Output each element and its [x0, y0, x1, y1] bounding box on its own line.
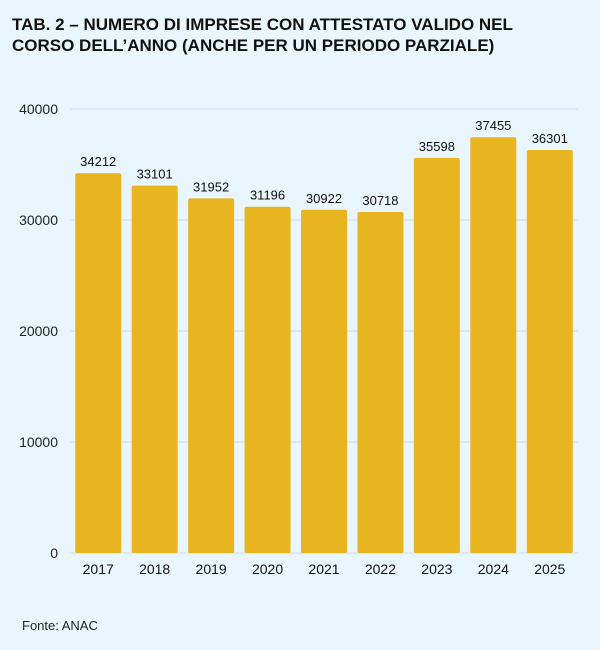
bar — [357, 212, 404, 553]
data-label: 30922 — [306, 191, 342, 206]
y-tick-label: 40000 — [19, 101, 58, 117]
data-label: 31196 — [250, 188, 285, 203]
y-tick-label: 20000 — [19, 323, 58, 339]
data-label: 37455 — [475, 118, 511, 133]
data-label: 34212 — [80, 154, 116, 169]
x-tick-label: 2021 — [308, 561, 339, 577]
bar — [131, 185, 178, 553]
chart-title-line-2: CORSO DELL’ANNO (ANCHE PER UN PERIODO PA… — [12, 36, 495, 55]
bar — [244, 206, 291, 553]
chart-title: TAB. 2 – NUMERO DI IMPRESE CON ATTESTATO… — [12, 14, 588, 56]
data-label: 33101 — [137, 167, 173, 182]
bar — [301, 209, 347, 553]
x-tick-label: 2024 — [478, 561, 509, 577]
bar — [526, 150, 573, 553]
x-tick-label: 2017 — [83, 561, 114, 577]
data-label: 30718 — [362, 193, 398, 208]
chart-title-line-1: TAB. 2 – NUMERO DI IMPRESE CON ATTESTATO… — [12, 15, 513, 34]
x-tick-label: 2023 — [421, 561, 452, 577]
y-tick-label: 0 — [50, 545, 58, 561]
bar — [188, 198, 235, 553]
bar — [75, 173, 122, 553]
x-tick-label: 2022 — [365, 561, 396, 577]
data-label: 31952 — [193, 179, 229, 194]
x-tick-label: 2025 — [534, 561, 565, 577]
y-tick-label: 10000 — [19, 434, 58, 450]
bar — [470, 137, 517, 553]
x-tick-label: 2018 — [139, 561, 170, 577]
x-tick-label: 2020 — [252, 561, 283, 577]
data-label: 36301 — [532, 131, 568, 146]
data-label: 35598 — [419, 139, 455, 154]
y-tick-label: 30000 — [19, 212, 58, 228]
x-tick-label: 2019 — [196, 561, 227, 577]
source-note: Fonte: ANAC — [22, 618, 98, 633]
bar — [413, 157, 460, 554]
